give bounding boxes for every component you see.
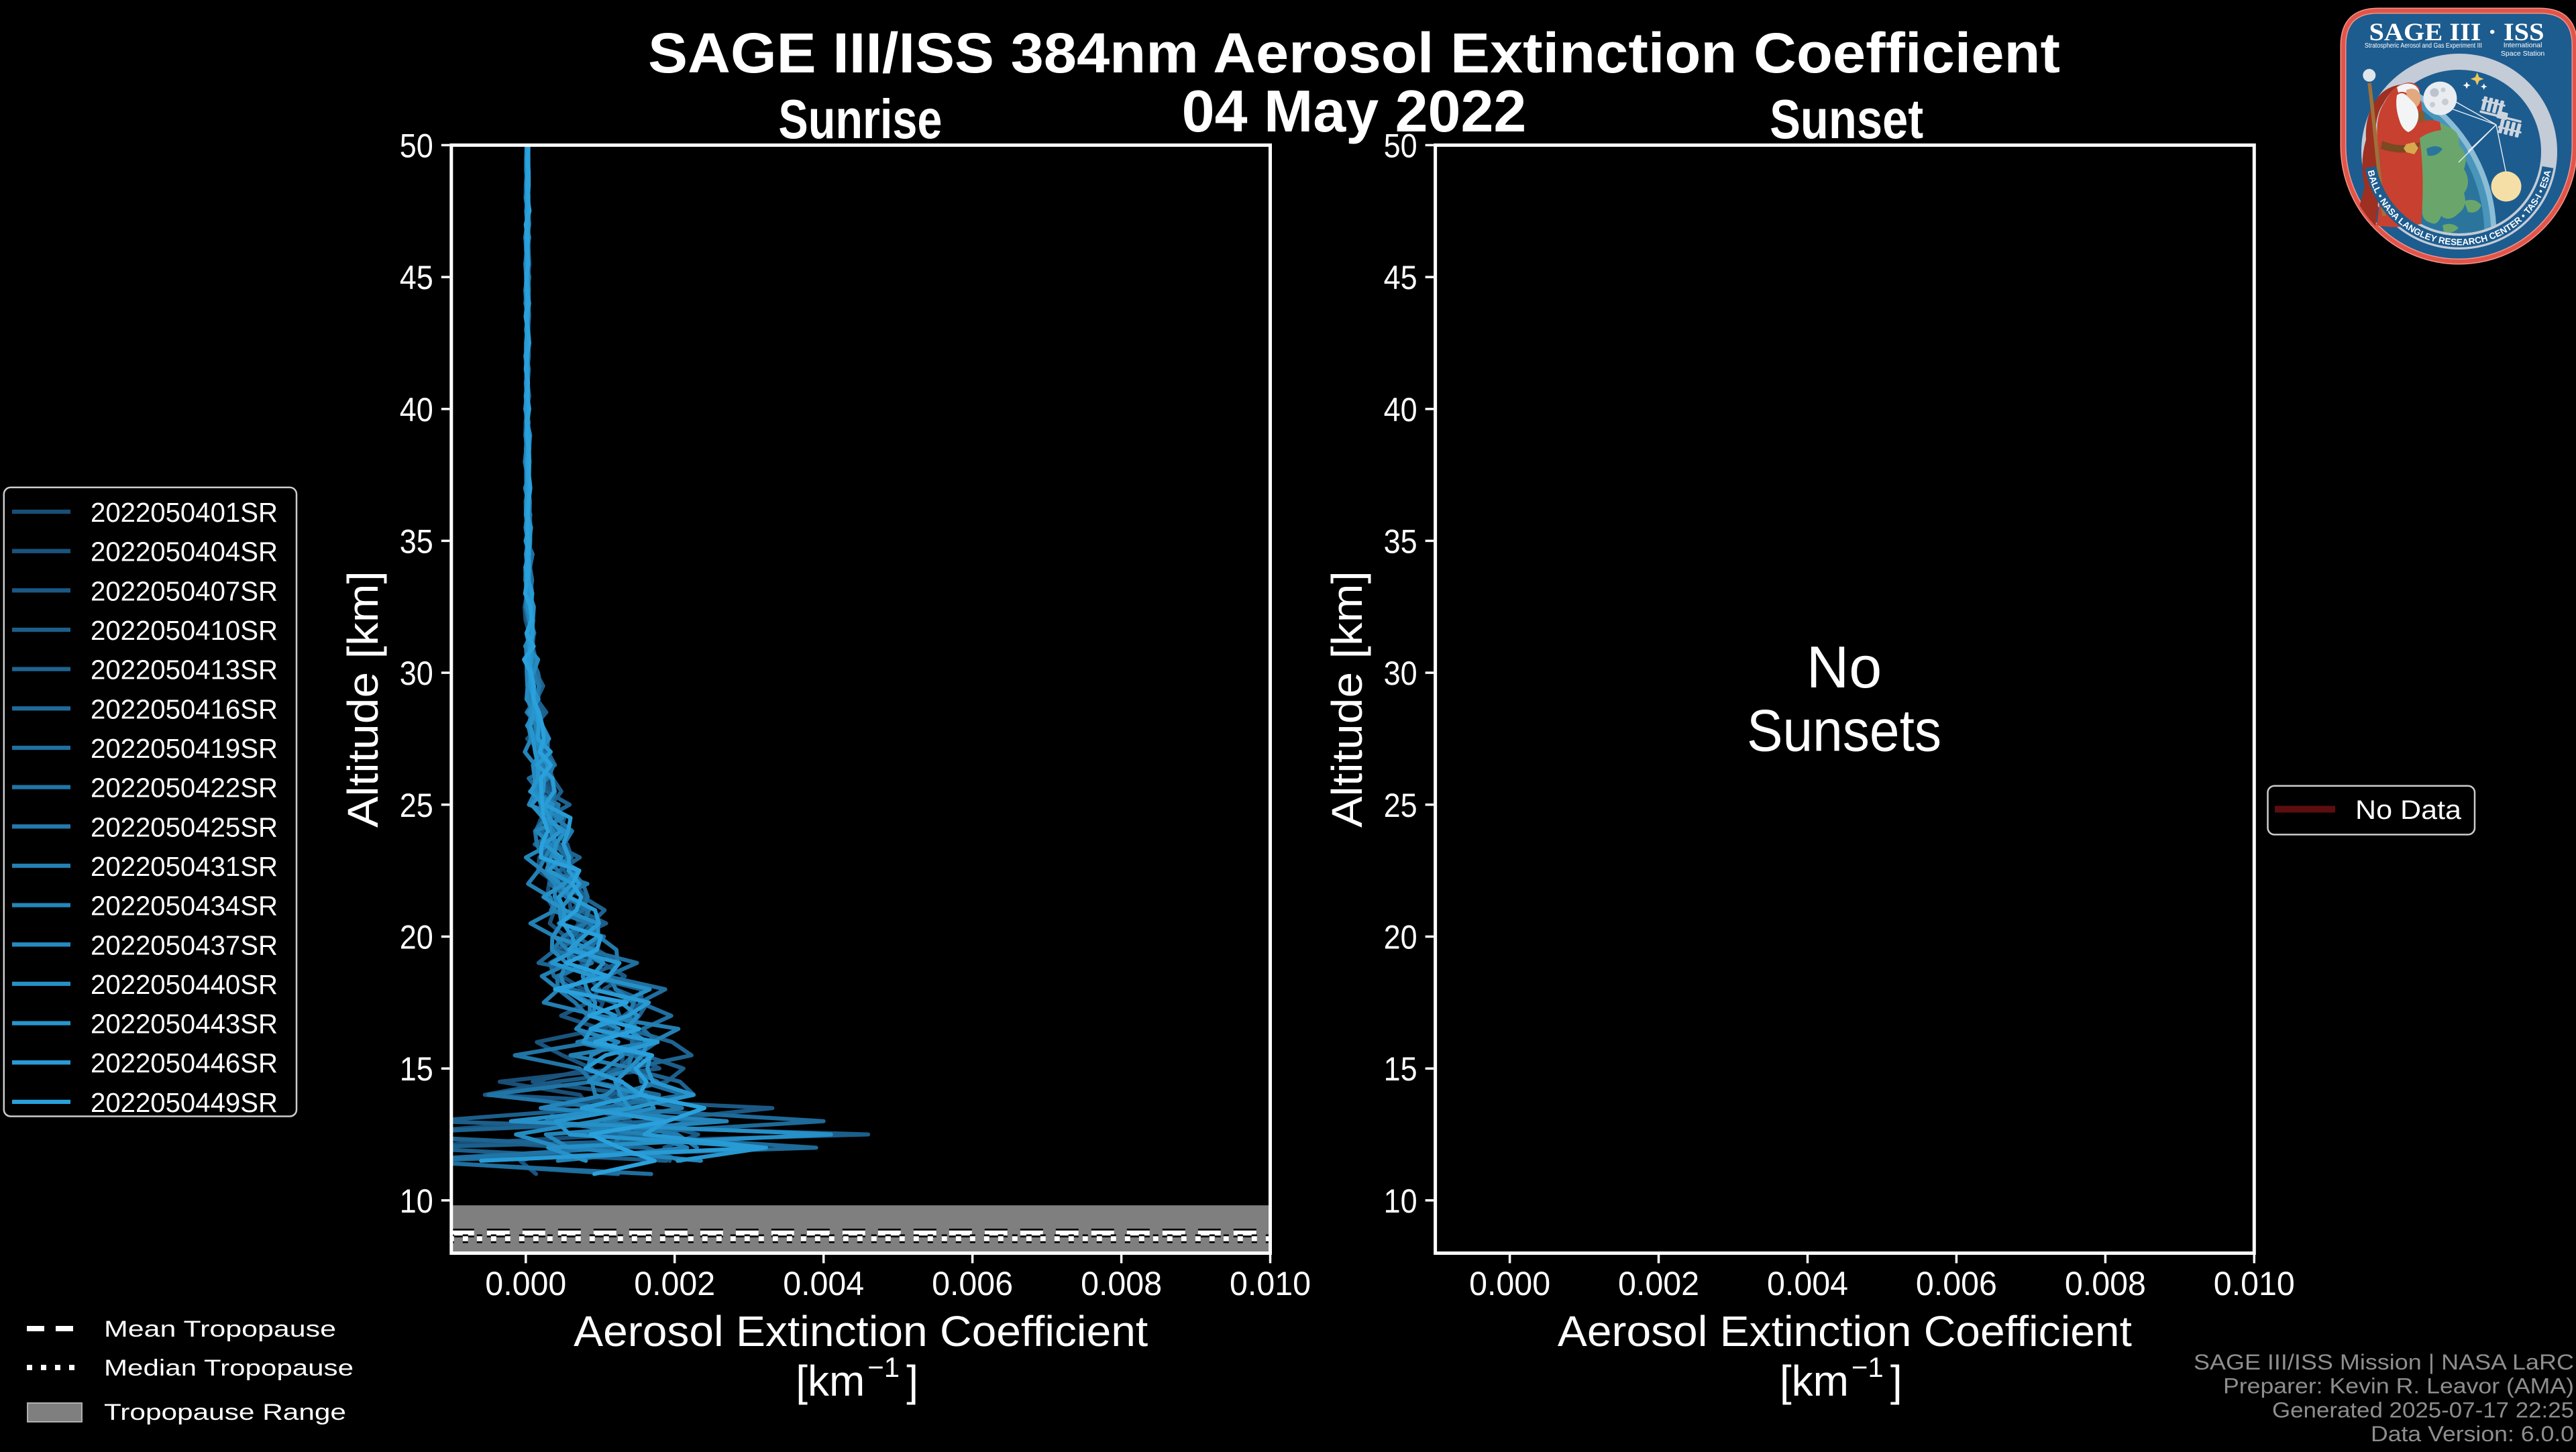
- svg-text:0.008: 0.008: [2065, 1265, 2146, 1302]
- svg-text:15: 15: [1384, 1050, 1417, 1088]
- svg-text:50: 50: [1384, 127, 1417, 164]
- svg-text:50: 50: [400, 127, 433, 164]
- svg-text:20: 20: [400, 919, 433, 956]
- svg-text:40: 40: [1384, 391, 1417, 429]
- svg-text:0.008: 0.008: [1081, 1265, 1162, 1302]
- svg-text:2022050416SR: 2022050416SR: [91, 693, 278, 724]
- svg-text:2022050443SR: 2022050443SR: [91, 1009, 278, 1040]
- svg-text:2022050431SR: 2022050431SR: [91, 851, 278, 882]
- svg-text:30: 30: [400, 655, 433, 692]
- svg-text:Altitude [km]: Altitude [km]: [339, 571, 387, 828]
- svg-text:Tropopause Range: Tropopause Range: [104, 1400, 346, 1425]
- svg-text:04 May 2022: 04 May 2022: [1182, 78, 1527, 144]
- svg-text:30: 30: [1384, 655, 1417, 692]
- svg-text:0.010: 0.010: [1230, 1265, 1311, 1302]
- svg-text:0.000: 0.000: [1469, 1265, 1550, 1302]
- svg-text:Altitude [km]: Altitude [km]: [1323, 571, 1371, 828]
- svg-text:0.000: 0.000: [485, 1265, 566, 1302]
- svg-text:0.002: 0.002: [1618, 1265, 1699, 1302]
- svg-text:[km: [km: [1780, 1357, 1849, 1405]
- svg-text:Preparer: Kevin R. Leavor (AMA: Preparer: Kevin R. Leavor (AMA): [2223, 1374, 2574, 1398]
- svg-text:Aerosol Extinction Coefficient: Aerosol Extinction Coefficient: [1558, 1307, 2132, 1355]
- svg-text:Sunset: Sunset: [1770, 88, 1923, 150]
- svg-text:45: 45: [1384, 259, 1417, 296]
- svg-text:Generated 2025-07-17 22:25: Generated 2025-07-17 22:25: [2272, 1398, 2574, 1422]
- svg-text:35: 35: [1384, 522, 1417, 560]
- svg-text:]: ]: [1890, 1357, 1902, 1405]
- svg-text:Stratospheric Aerosol and Gas: Stratospheric Aerosol and Gas Experiment…: [2365, 42, 2482, 50]
- svg-text:0.010: 0.010: [2214, 1265, 2295, 1302]
- svg-text:35: 35: [400, 522, 433, 560]
- svg-text:Mean Tropopause: Mean Tropopause: [104, 1317, 336, 1342]
- svg-text:40: 40: [400, 391, 433, 429]
- svg-text:−1: −1: [867, 1351, 900, 1383]
- svg-text:2022050449SR: 2022050449SR: [91, 1087, 278, 1118]
- svg-text:Aerosol Extinction Coefficient: Aerosol Extinction Coefficient: [574, 1307, 1148, 1355]
- svg-text:SAGE III/ISS 384nm Aerosol Ext: SAGE III/ISS 384nm Aerosol Extinction Co…: [648, 21, 2060, 85]
- svg-text:2022050419SR: 2022050419SR: [91, 733, 278, 764]
- svg-text:SAGE III · ISS: SAGE III · ISS: [2369, 19, 2544, 46]
- svg-text:2022050446SR: 2022050446SR: [91, 1048, 278, 1078]
- svg-text:]: ]: [906, 1357, 918, 1405]
- svg-text:0.006: 0.006: [932, 1265, 1013, 1302]
- svg-text:Sunrise: Sunrise: [778, 88, 942, 150]
- svg-text:0.006: 0.006: [1916, 1265, 1997, 1302]
- svg-text:10: 10: [1384, 1182, 1417, 1220]
- svg-text:2022050440SR: 2022050440SR: [91, 969, 278, 1000]
- svg-text:2022050425SR: 2022050425SR: [91, 812, 278, 842]
- svg-text:No: No: [1807, 634, 1882, 700]
- svg-text:Data Version: 6.0.0: Data Version: 6.0.0: [2371, 1422, 2574, 1446]
- svg-text:−1: −1: [1851, 1351, 1884, 1383]
- svg-text:Space Station: Space Station: [2501, 50, 2545, 58]
- svg-text:0.002: 0.002: [634, 1265, 715, 1302]
- svg-text:2022050413SR: 2022050413SR: [91, 655, 278, 685]
- svg-text:2022050437SR: 2022050437SR: [91, 930, 278, 960]
- svg-text:2022050410SR: 2022050410SR: [91, 615, 278, 646]
- svg-text:Sunsets: Sunsets: [1747, 697, 1941, 764]
- svg-text:[km: [km: [796, 1357, 865, 1405]
- svg-text:No Data: No Data: [2355, 795, 2462, 825]
- svg-text:20: 20: [1384, 919, 1417, 956]
- svg-text:15: 15: [400, 1050, 433, 1088]
- svg-text:25: 25: [1384, 787, 1417, 824]
- svg-text:Median Tropopause: Median Tropopause: [104, 1355, 354, 1381]
- svg-text:0.004: 0.004: [1767, 1265, 1848, 1302]
- svg-text:2022050404SR: 2022050404SR: [91, 537, 278, 567]
- svg-text:International: International: [2504, 42, 2542, 50]
- svg-text:2022050434SR: 2022050434SR: [91, 891, 278, 922]
- svg-text:10: 10: [400, 1182, 433, 1220]
- svg-text:2022050422SR: 2022050422SR: [91, 773, 278, 803]
- svg-text:0.004: 0.004: [783, 1265, 864, 1302]
- svg-text:2022050401SR: 2022050401SR: [91, 497, 278, 528]
- svg-text:SAGE III/ISS Mission | NASA La: SAGE III/ISS Mission | NASA LaRC: [2194, 1350, 2574, 1374]
- svg-text:45: 45: [400, 259, 433, 296]
- svg-text:25: 25: [400, 787, 433, 824]
- svg-text:2022050407SR: 2022050407SR: [91, 575, 278, 606]
